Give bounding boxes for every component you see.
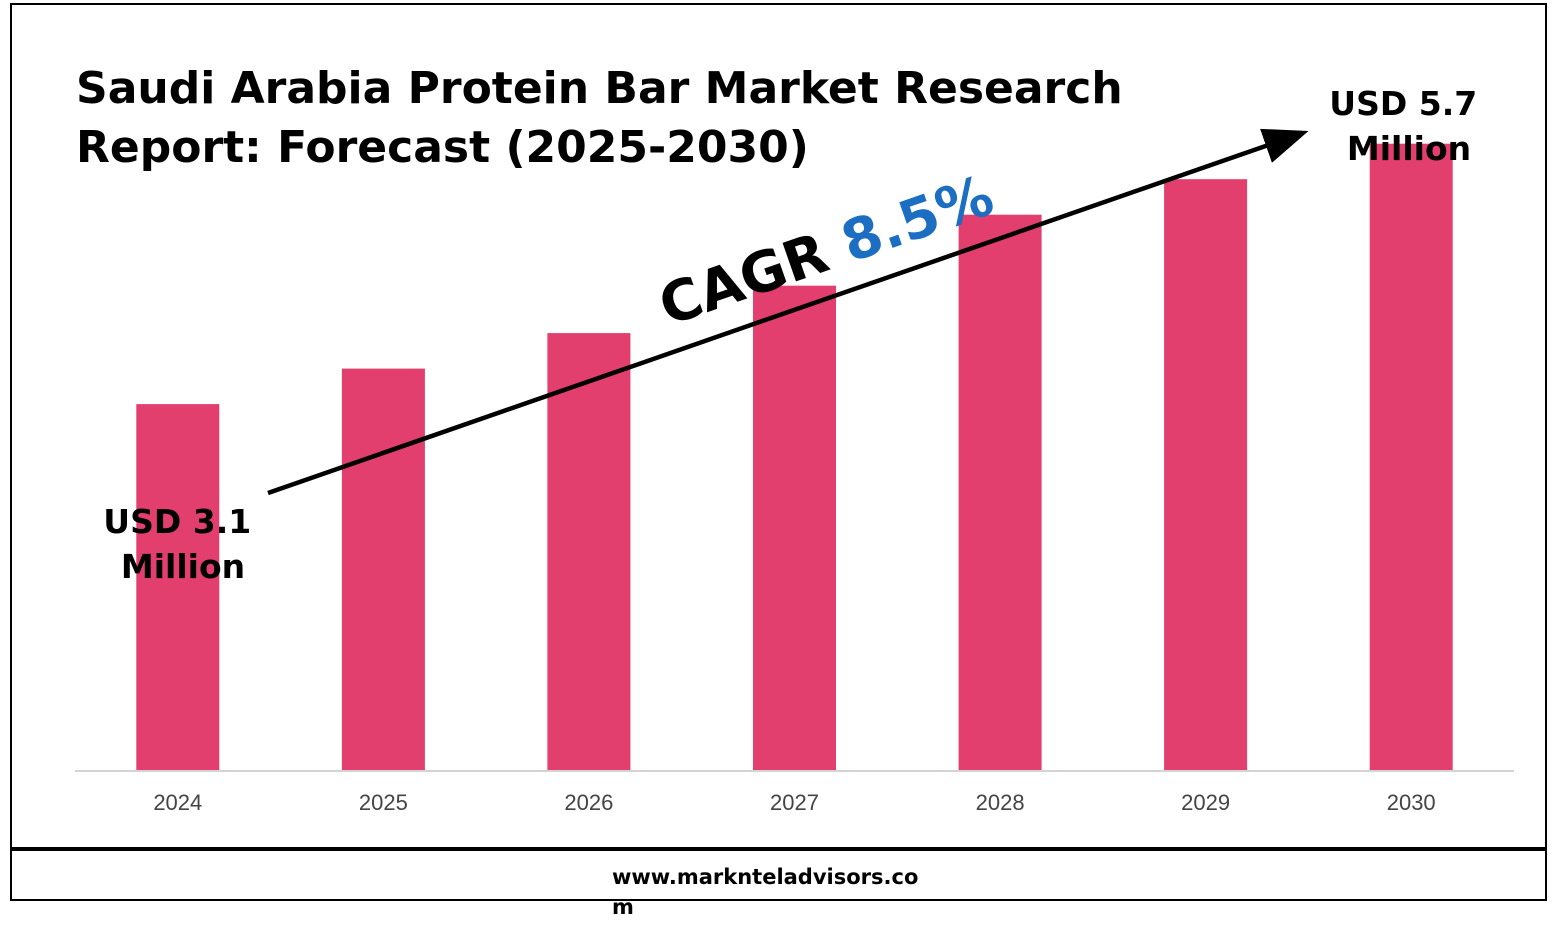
chart-title: Saudi Arabia Protein Bar Market Research…	[76, 63, 1138, 173]
x-tick-2029: 2029	[1181, 790, 1230, 815]
x-tick-2028: 2028	[976, 790, 1025, 815]
footer-url[interactable]: www.marknteladvisors.com	[612, 865, 919, 919]
x-tick-2030: 2030	[1387, 790, 1436, 815]
bars-group	[136, 143, 1453, 771]
bar-2030	[1369, 143, 1453, 771]
first-value-label-line-2: Million	[121, 547, 245, 586]
x-tick-2026: 2026	[564, 790, 613, 815]
last-value-label-line-1: USD 5.7	[1329, 84, 1477, 123]
bar-2026	[547, 333, 631, 771]
last-value-label: USD 5.7 Million	[1329, 84, 1488, 168]
bar-2028	[958, 214, 1042, 771]
bar-2024	[136, 404, 220, 771]
x-tick-2025: 2025	[359, 790, 408, 815]
bar-2025	[341, 368, 425, 771]
first-value-label: USD 3.1 Million	[103, 502, 262, 586]
chart-title-line-1: Saudi Arabia Protein Bar Market Research	[76, 63, 1123, 114]
first-value-label-line-1: USD 3.1	[103, 502, 251, 541]
trend-arrow	[267, 128, 1309, 496]
chart-title-line-2: Report: Forecast (2025-2030)	[76, 122, 809, 173]
x-tick-2024: 2024	[153, 790, 202, 815]
bar-2027	[753, 285, 836, 771]
x-tick-2027: 2027	[770, 790, 819, 815]
chart-frame	[10, 3, 1547, 901]
x-axis-ticks: 2024 2025 2026 2027 2028 2029 2030	[153, 790, 1435, 815]
bar-2029	[1164, 179, 1248, 771]
last-value-label-line-2: Million	[1347, 129, 1471, 168]
